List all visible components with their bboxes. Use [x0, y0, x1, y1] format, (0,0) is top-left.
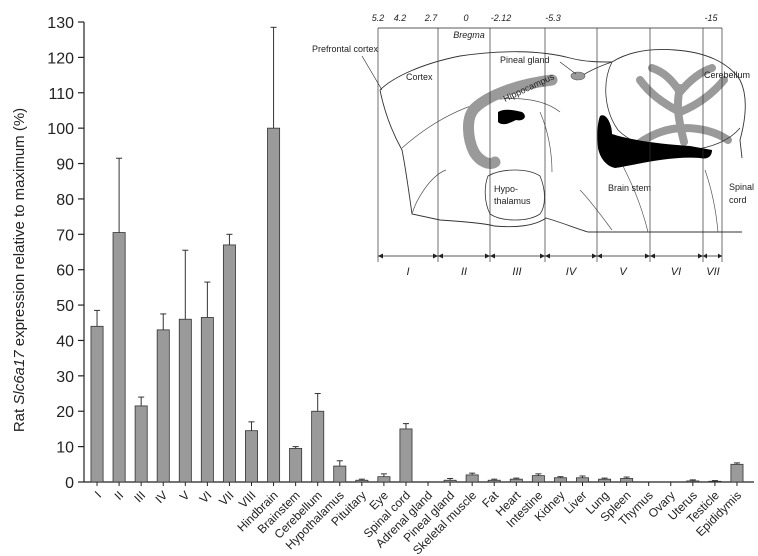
x-tick-label: VII: [216, 488, 236, 508]
bar: [245, 431, 257, 482]
bregma-value: -15: [704, 13, 718, 23]
label-pineal-gland: Pineal gland: [500, 55, 550, 65]
bar: [554, 478, 566, 482]
pineal-gland-shape: [571, 72, 585, 80]
bar: [267, 128, 279, 482]
bar: [334, 466, 346, 482]
x-tick-label: Liver: [561, 488, 589, 516]
y-tick-label: 60: [56, 263, 74, 280]
y-tick-label: 20: [56, 404, 74, 421]
bregma-values: 5.2 4.2 2.7 0 -2.12 -5.3 -15: [372, 13, 719, 23]
pineal-pointer: [560, 62, 576, 74]
bar: [466, 475, 478, 482]
bar: [135, 406, 147, 482]
bar: [378, 477, 390, 482]
cortex-boundary: [402, 99, 718, 233]
bregma-value: 2.7: [424, 13, 439, 23]
bar: [510, 479, 522, 482]
label-cortex: Cortex: [406, 72, 433, 82]
section-label: V: [619, 266, 628, 278]
label-prefrontal-cortex: Prefrontal cortex: [312, 44, 379, 54]
hypothalamus-region: [485, 170, 544, 220]
y-tick-label: 130: [47, 15, 74, 32]
brain-diagram-inset: 5.2 4.2 2.7 0 -2.12 -5.3 -15 Bregma: [312, 13, 754, 278]
bar: [91, 326, 103, 482]
bar: [444, 480, 456, 482]
section-label: II: [461, 266, 467, 278]
brainstem-black-region: [597, 115, 712, 168]
bregma-value: -2.12: [491, 13, 512, 23]
y-tick-label: 50: [56, 298, 74, 315]
bar: [223, 245, 235, 482]
x-tick-label: III: [131, 488, 148, 505]
bar: [179, 319, 191, 482]
bregma-value: -5.3: [545, 13, 561, 23]
y-tick-label: 30: [56, 369, 74, 386]
label-brain-stem: Brain stem: [608, 183, 651, 193]
bar: [709, 481, 721, 482]
bar: [488, 480, 500, 482]
bar: [598, 479, 610, 482]
bar: [687, 481, 699, 482]
x-tick-label: IV: [152, 488, 170, 506]
bregma-value: 5.2: [372, 13, 385, 23]
section-labels: I II III IV V VI VII: [406, 266, 719, 278]
bar: [290, 448, 302, 482]
y-axis-label: Rat Slc6a17 expression relative to maxim…: [11, 108, 28, 432]
prefrontal-pointer: [362, 56, 382, 90]
x-tick-label: I: [92, 488, 104, 500]
x-tick-label: V: [177, 488, 193, 504]
x-tick-label: VI: [197, 488, 215, 506]
section-label: VI: [671, 266, 681, 278]
x-tick-labels: I II III IV V VI VII VIIIHindbrainBrainstemCere…: [92, 488, 744, 556]
y-tick-label: 90: [56, 157, 74, 174]
bregma-value: 0: [463, 13, 468, 23]
section-label: III: [512, 266, 521, 278]
x-tick-label: II: [112, 488, 127, 503]
y-tick-label: 40: [56, 333, 74, 350]
bar: [201, 317, 213, 482]
y-tick-label: 70: [56, 227, 74, 244]
label-hypothalamus-2: thalamus: [494, 196, 531, 206]
thalamic-black-region: [498, 110, 525, 124]
label-spinal-cord-2: cord: [729, 195, 747, 205]
y-tick-label: 100: [47, 121, 74, 138]
label-spinal-cord-1: Spinal: [729, 182, 754, 192]
y-tick-label: 120: [47, 50, 74, 67]
y-tick-label: 80: [56, 192, 74, 209]
bar: [356, 480, 368, 482]
bregma-label: Bregma: [453, 30, 485, 40]
y-tick-label: 110: [48, 86, 74, 103]
bar: [532, 476, 544, 482]
label-hypothalamus-1: Hypo-: [494, 184, 518, 194]
bar: [157, 330, 169, 482]
bregma-value: 4.2: [394, 13, 407, 23]
section-label: I: [406, 266, 409, 278]
section-label: VII: [706, 266, 719, 278]
section-label: IV: [566, 266, 578, 278]
y-tick-label: 10: [56, 440, 74, 457]
bar: [731, 464, 743, 482]
y-tick-label: 0: [65, 475, 74, 492]
bar: [576, 478, 588, 482]
bar: [312, 411, 324, 482]
bar: [400, 429, 412, 482]
bar: [621, 478, 633, 482]
label-cerebellum: Cerebellum: [704, 70, 750, 80]
bar: [113, 233, 125, 482]
